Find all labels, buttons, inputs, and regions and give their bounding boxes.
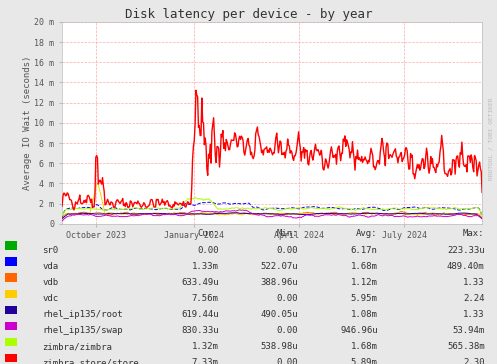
Text: 7.33m: 7.33m xyxy=(192,359,219,364)
Text: Disk latency per device - by year: Disk latency per device - by year xyxy=(125,8,372,21)
Text: 633.49u: 633.49u xyxy=(181,278,219,287)
Text: 0.00: 0.00 xyxy=(197,246,219,254)
Bar xyxy=(5,338,17,346)
Text: vdc: vdc xyxy=(42,294,58,303)
Bar xyxy=(5,241,17,249)
Text: 538.98u: 538.98u xyxy=(260,342,298,351)
Bar xyxy=(5,306,17,314)
Bar xyxy=(5,289,17,298)
Text: rhel_ip135/root: rhel_ip135/root xyxy=(42,310,123,319)
Text: 0.00: 0.00 xyxy=(277,359,298,364)
Text: vda: vda xyxy=(42,262,58,271)
Text: vdb: vdb xyxy=(42,278,58,287)
Text: 565.38m: 565.38m xyxy=(447,342,485,351)
Bar xyxy=(5,322,17,330)
Text: 5.89m: 5.89m xyxy=(351,359,378,364)
Bar xyxy=(5,354,17,362)
Text: zimbra_store/store: zimbra_store/store xyxy=(42,359,139,364)
Text: 1.12m: 1.12m xyxy=(351,278,378,287)
Text: 490.05u: 490.05u xyxy=(260,310,298,319)
Text: Min:: Min: xyxy=(277,229,298,238)
Bar xyxy=(5,273,17,282)
Text: 388.96u: 388.96u xyxy=(260,278,298,287)
Text: 6.17n: 6.17n xyxy=(351,246,378,254)
Text: 0.00: 0.00 xyxy=(277,326,298,335)
Text: 1.33m: 1.33m xyxy=(192,262,219,271)
Text: rhel_ip135/swap: rhel_ip135/swap xyxy=(42,326,123,335)
Text: 1.68m: 1.68m xyxy=(351,262,378,271)
Text: 946.96u: 946.96u xyxy=(340,326,378,335)
Text: 0.00: 0.00 xyxy=(277,294,298,303)
Text: 53.94m: 53.94m xyxy=(452,326,485,335)
Text: 0.00: 0.00 xyxy=(277,246,298,254)
Text: 223.33u: 223.33u xyxy=(447,246,485,254)
Text: Cur:: Cur: xyxy=(197,229,219,238)
Text: 489.40m: 489.40m xyxy=(447,262,485,271)
Text: 2.24: 2.24 xyxy=(463,294,485,303)
Text: 1.32m: 1.32m xyxy=(192,342,219,351)
Y-axis label: Average IO Wait (seconds): Average IO Wait (seconds) xyxy=(23,56,32,190)
Text: zimbra/zimbra: zimbra/zimbra xyxy=(42,342,112,351)
Text: RRDTOOL / TOBI OETIKER: RRDTOOL / TOBI OETIKER xyxy=(489,97,494,179)
Text: 522.07u: 522.07u xyxy=(260,262,298,271)
Text: 1.08m: 1.08m xyxy=(351,310,378,319)
Text: Max:: Max: xyxy=(463,229,485,238)
Text: 830.33u: 830.33u xyxy=(181,326,219,335)
Text: sr0: sr0 xyxy=(42,246,58,254)
Bar xyxy=(5,257,17,266)
Text: 1.33: 1.33 xyxy=(463,310,485,319)
Text: 5.95m: 5.95m xyxy=(351,294,378,303)
Text: 1.68m: 1.68m xyxy=(351,342,378,351)
Text: 619.44u: 619.44u xyxy=(181,310,219,319)
Text: 7.56m: 7.56m xyxy=(192,294,219,303)
Text: 1.33: 1.33 xyxy=(463,278,485,287)
Text: 2.30: 2.30 xyxy=(463,359,485,364)
Text: Avg:: Avg: xyxy=(356,229,378,238)
